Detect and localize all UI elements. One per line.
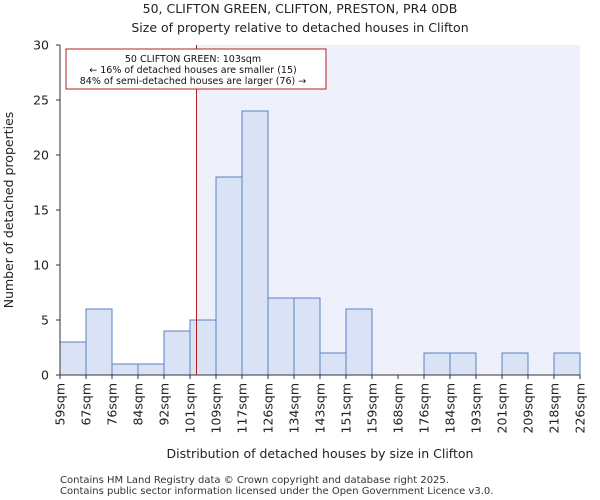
x-tick-label: 76sqm bbox=[105, 383, 120, 426]
bar-176sqm bbox=[423, 352, 451, 376]
x-tick-label: 209sqm bbox=[521, 383, 536, 433]
x-tick-label: 92sqm bbox=[157, 383, 172, 426]
bar-59sqm bbox=[59, 341, 87, 376]
bar-184sqm bbox=[449, 352, 477, 376]
x-axis-label: Distribution of detached houses by size … bbox=[167, 446, 474, 461]
x-tick-label: 201sqm bbox=[495, 383, 510, 433]
x-tick-label: 218sqm bbox=[547, 383, 562, 433]
y-tick-label: 0 bbox=[41, 368, 49, 383]
bar-67sqm bbox=[85, 308, 113, 376]
footer-line-1: Contains HM Land Registry data © Crown c… bbox=[60, 475, 449, 486]
bar-126sqm bbox=[267, 297, 295, 376]
x-tick-label: 126sqm bbox=[261, 383, 276, 433]
bar-201sqm bbox=[501, 352, 529, 376]
bar-109sqm bbox=[215, 176, 243, 376]
x-tick-label: 101sqm bbox=[183, 383, 198, 433]
y-tick-label: 25 bbox=[33, 93, 49, 108]
annotation-box: 50 CLIFTON GREEN: 103sqm ← 16% of detach… bbox=[65, 48, 327, 90]
annotation-border bbox=[65, 48, 327, 90]
y-tick-label: 20 bbox=[33, 148, 49, 163]
footer-line-2: Contains public sector information licen… bbox=[60, 486, 493, 497]
y-ticks-group: 0 5 10 15 20 25 30 bbox=[33, 38, 60, 383]
bar-134sqm bbox=[293, 297, 321, 376]
y-tick-label: 5 bbox=[41, 313, 49, 328]
bar-143sqm bbox=[319, 352, 347, 376]
bar-117sqm bbox=[241, 110, 269, 376]
x-tick-label: 109sqm bbox=[209, 383, 224, 433]
x-tick-label: 226sqm bbox=[573, 383, 588, 433]
bar-84sqm bbox=[137, 363, 165, 376]
annotation-line-2: ← 16% of detached houses are smaller (15… bbox=[89, 65, 296, 76]
x-tick-label: 84sqm bbox=[131, 383, 146, 426]
x-tick-label: 168sqm bbox=[391, 383, 406, 433]
x-tick-label: 67sqm bbox=[79, 383, 94, 426]
y-tick-label: 15 bbox=[33, 203, 49, 218]
x-tick-label: 59sqm bbox=[53, 383, 68, 426]
x-tick-label: 151sqm bbox=[339, 383, 354, 433]
x-tick-label: 134sqm bbox=[287, 383, 302, 433]
bars-group bbox=[59, 110, 581, 376]
x-tick-label: 143sqm bbox=[313, 383, 328, 433]
bar-151sqm bbox=[345, 308, 373, 376]
bar-101sqm bbox=[189, 319, 217, 376]
x-tick-label: 176sqm bbox=[417, 383, 432, 433]
x-ticks-group: 59sqm 67sqm 76sqm 84sqm 92sqm 101sqm 109sqm 117… bbox=[53, 375, 588, 433]
x-tick-label: 184sqm bbox=[443, 383, 458, 433]
y-tick-label: 30 bbox=[33, 38, 49, 53]
y-axis-label: Number of detached properties bbox=[1, 112, 16, 309]
annotation-line-1: 50 CLIFTON GREEN: 103sqm bbox=[125, 54, 261, 65]
bar-218sqm bbox=[553, 352, 581, 376]
y-tick-label: 10 bbox=[33, 258, 49, 273]
x-tick-label: 159sqm bbox=[365, 383, 380, 433]
chart-subtitle: Size of property relative to detached ho… bbox=[131, 20, 468, 35]
x-tick-label: 117sqm bbox=[235, 383, 250, 433]
x-tick-label: 193sqm bbox=[469, 383, 484, 433]
chart-title: 50, CLIFTON GREEN, CLIFTON, PRESTON, PR4… bbox=[143, 1, 458, 16]
bar-92sqm bbox=[163, 330, 191, 376]
annotation-line-3: 84% of semi-detached houses are larger (… bbox=[80, 76, 307, 87]
bar-76sqm bbox=[111, 363, 139, 376]
